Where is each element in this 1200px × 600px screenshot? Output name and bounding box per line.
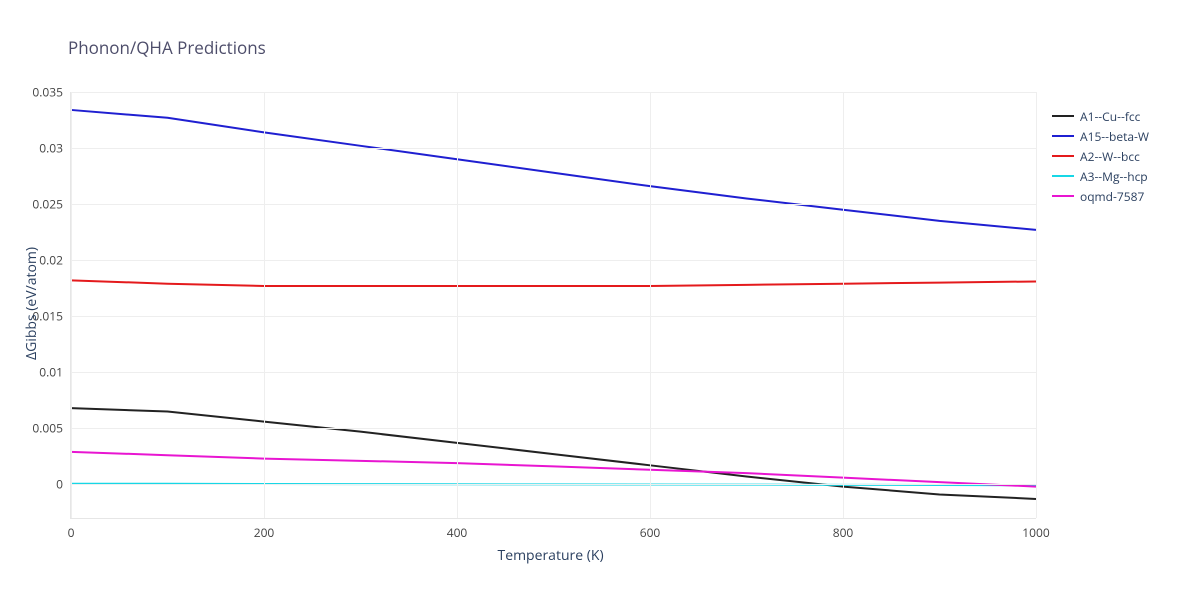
series-line[interactable]	[71, 110, 1036, 230]
gridline-h	[71, 148, 1036, 149]
y-tick-label: 0.03	[39, 140, 63, 157]
legend-item[interactable]: A3--Mg--hcp	[1052, 166, 1149, 186]
x-tick-label: 600	[640, 524, 661, 541]
legend-swatch	[1052, 195, 1074, 197]
legend-item[interactable]: oqmd-7587	[1052, 186, 1149, 206]
gridline-h	[71, 204, 1036, 205]
legend-label: oqmd-7587	[1080, 188, 1144, 205]
legend-swatch	[1052, 155, 1074, 157]
gridline-v	[457, 92, 458, 518]
y-tick-label: 0	[56, 476, 63, 493]
legend-label: A1--Cu--fcc	[1080, 108, 1140, 125]
gridline-h	[71, 428, 1036, 429]
y-tick-label: 0.01	[39, 364, 63, 381]
legend-label: A2--W--bcc	[1080, 148, 1140, 165]
gridline-h	[71, 260, 1036, 261]
x-tick-label: 400	[447, 524, 468, 541]
gridline-v	[650, 92, 651, 518]
legend-swatch	[1052, 115, 1074, 117]
legend: A1--Cu--fcc A15--beta-W A2--W--bcc A3--Mg--…	[1052, 106, 1149, 206]
legend-swatch	[1052, 175, 1074, 177]
x-tick-label: 200	[254, 524, 275, 541]
gridline-v	[71, 92, 72, 518]
x-tick-label: 800	[833, 524, 854, 541]
gridline-h	[71, 316, 1036, 317]
legend-swatch	[1052, 135, 1074, 137]
gridline-h	[71, 484, 1036, 485]
legend-item[interactable]: A15--beta-W	[1052, 126, 1149, 146]
y-tick-label: 0.035	[32, 84, 63, 101]
gridline-v	[843, 92, 844, 518]
x-axis-title: Temperature (K)	[498, 546, 604, 565]
legend-item[interactable]: A2--W--bcc	[1052, 146, 1149, 166]
gridline-h	[71, 92, 1036, 93]
legend-label: A3--Mg--hcp	[1080, 168, 1148, 185]
gridline-h	[71, 372, 1036, 373]
x-tick-label: 0	[68, 524, 75, 541]
y-tick-label: 0.02	[39, 252, 63, 269]
gridline-v	[1036, 92, 1037, 518]
series-line[interactable]	[71, 280, 1036, 286]
chart-title: Phonon/QHA Predictions	[68, 36, 266, 59]
y-tick-label: 0.025	[32, 196, 63, 213]
series-layer	[71, 92, 1036, 518]
legend-label: A15--beta-W	[1080, 128, 1149, 145]
legend-item[interactable]: A1--Cu--fcc	[1052, 106, 1149, 126]
y-axis-title: ΔGibbs (eV/atom)	[22, 247, 41, 360]
y-tick-label: 0.005	[32, 420, 63, 437]
gridline-v	[264, 92, 265, 518]
x-tick-label: 1000	[1022, 524, 1049, 541]
plot-area[interactable]: 00.0050.010.0150.020.0250.030.0350200400…	[70, 92, 1036, 519]
series-line[interactable]	[71, 452, 1036, 487]
